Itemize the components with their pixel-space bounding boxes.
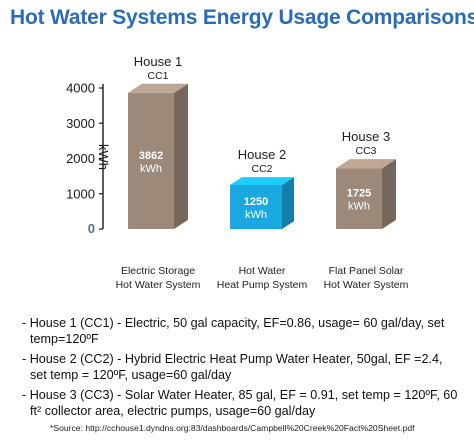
bar-3-house-label: House 3 (342, 129, 390, 144)
y-tick-label-2000: 2000 (66, 151, 95, 166)
bar-1-unit-label: kWh (140, 163, 162, 175)
y-tick-label-3000: 3000 (66, 116, 95, 131)
bar-3-side (382, 159, 396, 229)
bar-2-value-label: 1250 (244, 196, 268, 208)
house-notes: - House 1 (CC1) - Electric, 50 gal capac… (22, 316, 462, 424)
bar-2-front (230, 184, 282, 229)
bar-3-value-label: 1725 (347, 188, 371, 200)
source-citation: *Source: http://cchouse1.dyndns.org:83/d… (50, 423, 415, 433)
bar-3-front (336, 168, 382, 229)
note-house-3: - House 3 (CC3) - Solar Water Heater, 85… (22, 388, 458, 418)
x-category-label-1-line1: Electric Storage (121, 265, 195, 277)
y-tick-label-1000: 1000 (66, 186, 95, 201)
x-category-label-3-line2: Hot Water System (324, 279, 409, 291)
bar-2-unit-label: kWh (245, 209, 267, 221)
x-category-label-2-line1: Hot Water (239, 265, 286, 277)
bar-1-top (128, 83, 188, 93)
bar-2-code-label: CC2 (251, 163, 272, 175)
x-category-label-1-line2: Hot Water System (116, 279, 201, 291)
y-tick-label-0: 0 (88, 221, 95, 236)
note-house-2: - House 2 (CC2) - Hybrid Electric Heat P… (22, 352, 443, 382)
y-axis-label: kWh (96, 144, 111, 170)
bar-1-side (174, 83, 188, 229)
bar-2-house-label: House 2 (238, 147, 286, 162)
x-category-label-3-line1: Flat Panel Solar (329, 265, 404, 277)
bar-2-top (230, 177, 294, 185)
bar-3-code-label: CC3 (355, 145, 376, 157)
x-category-label-2-line2: Heat Pump System (217, 279, 308, 291)
note-house-1: - House 1 (CC1) - Electric, 50 gal capac… (22, 316, 445, 346)
bar-1-code-label: CC1 (147, 70, 168, 82)
bar-3-top (336, 159, 396, 169)
bar-2-side (282, 177, 294, 229)
bar-1-value-label: 3862 (139, 150, 163, 162)
chart-title: Hot Water Systems Energy Usage Compariso… (10, 6, 474, 29)
bar-3-unit-label: kWh (348, 201, 370, 213)
y-axis: 0 1000 2000 3000 4000 (66, 81, 104, 236)
bar-1-house-label: House 1 (134, 54, 182, 69)
y-tick-label-4000: 4000 (66, 81, 95, 96)
bar-1-front (128, 92, 174, 229)
